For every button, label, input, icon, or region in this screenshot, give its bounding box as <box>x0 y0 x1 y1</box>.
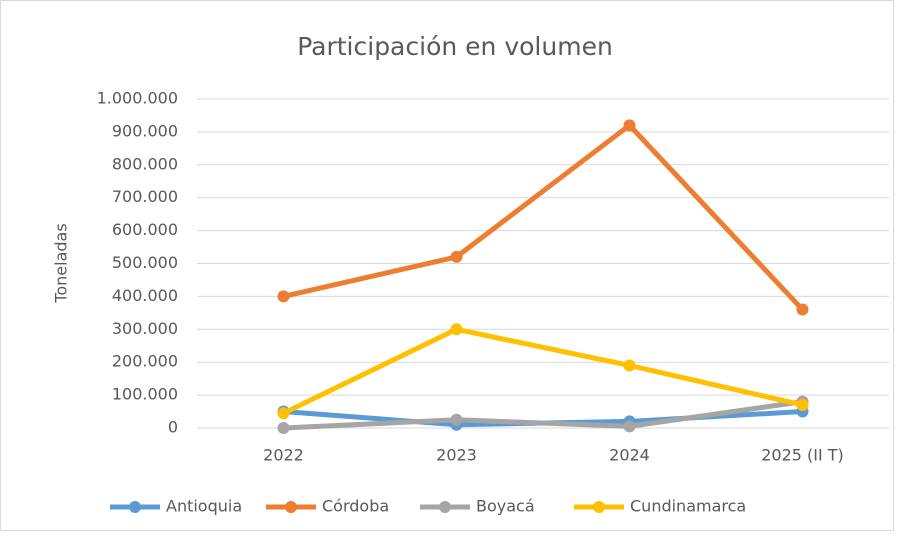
legend-marker <box>439 501 451 513</box>
y-tick-label: 800.000 <box>112 154 178 173</box>
y-tick-label: 100.000 <box>112 385 178 404</box>
legend-marker <box>593 501 605 513</box>
legend-label: Cundinamarca <box>630 497 746 516</box>
y-tick-label: 600.000 <box>112 220 178 239</box>
point <box>796 398 809 411</box>
y-tick-label: 700.000 <box>112 187 178 206</box>
point <box>450 323 463 336</box>
legend-marker <box>129 501 141 513</box>
x-tick-label: 2022 <box>263 446 304 465</box>
y-tick-label: 400.000 <box>112 286 178 305</box>
x-tick-label: 2025 (II T) <box>761 446 844 465</box>
point <box>450 250 463 263</box>
y-tick-label: 0 <box>168 418 178 437</box>
point <box>796 303 809 316</box>
chart-title: Participación en volumen <box>297 32 613 61</box>
point <box>623 119 636 132</box>
y-tick-label: 900.000 <box>112 121 178 140</box>
x-tick-label: 2023 <box>436 446 477 465</box>
point <box>623 359 636 372</box>
y-tick-label: 1.000.000 <box>97 89 178 108</box>
point <box>277 407 290 420</box>
series-line <box>282 122 805 312</box>
y-axis-label: Toneladas <box>52 223 71 303</box>
point <box>623 420 636 433</box>
x-tick-label: 2024 <box>609 446 650 465</box>
y-tick-label: 500.000 <box>112 253 178 272</box>
point <box>277 422 290 434</box>
point <box>277 290 290 303</box>
legend-marker <box>285 501 297 513</box>
series-line <box>283 399 803 431</box>
point <box>450 413 463 426</box>
legend-label: Boyacá <box>476 497 535 516</box>
y-tick-label: 300.000 <box>112 319 178 338</box>
series-line <box>282 326 804 416</box>
y-tick-label: 200.000 <box>112 352 178 371</box>
legend-label: Antioquia <box>166 497 242 516</box>
legend-label: Córdoba <box>322 497 389 516</box>
chart-frame <box>0 0 894 531</box>
